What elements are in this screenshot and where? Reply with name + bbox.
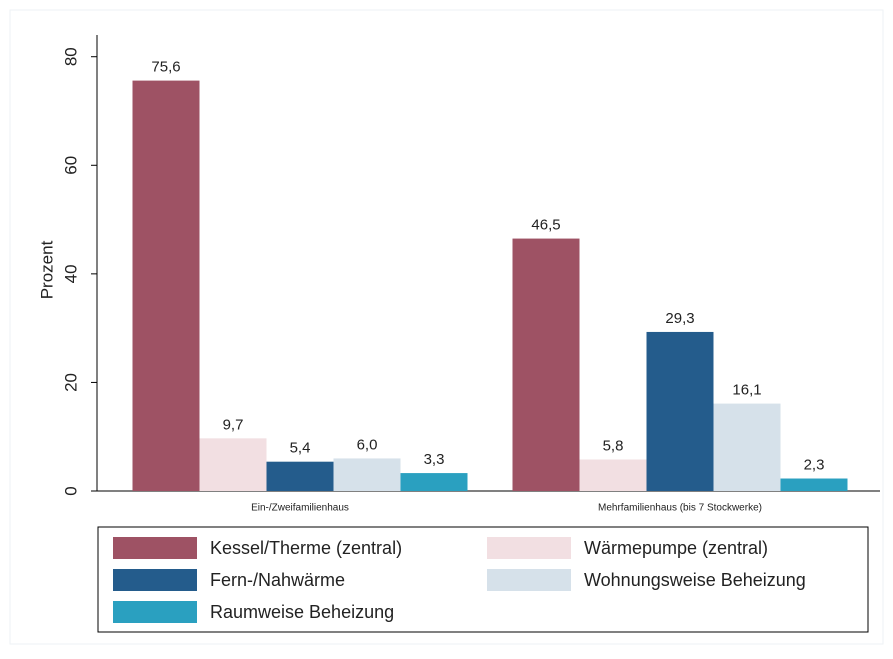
value-label: 2,3 bbox=[804, 456, 825, 473]
bar bbox=[646, 331, 714, 491]
y-tick-label: 60 bbox=[61, 156, 80, 175]
value-label: 5,4 bbox=[290, 440, 311, 457]
y-tick-label: 20 bbox=[61, 373, 80, 392]
y-tick-label: 80 bbox=[61, 47, 80, 66]
legend-swatch bbox=[487, 569, 571, 591]
value-label: 6,0 bbox=[357, 436, 378, 453]
value-label: 3,3 bbox=[424, 451, 445, 468]
legend-swatch bbox=[487, 537, 571, 559]
y-tick-label: 40 bbox=[61, 264, 80, 283]
y-tick-label: 0 bbox=[61, 486, 80, 495]
legend-label: Wärmepumpe (zentral) bbox=[584, 538, 768, 558]
value-label: 16,1 bbox=[732, 382, 761, 399]
bar bbox=[333, 458, 401, 491]
legend-swatch bbox=[113, 537, 197, 559]
legend-swatch bbox=[113, 569, 197, 591]
legend-label: Raumweise Beheizung bbox=[210, 602, 394, 622]
y-axis-label: Prozent bbox=[37, 240, 56, 299]
legend-swatch bbox=[113, 601, 197, 623]
legend-label: Fern-/Nahwärme bbox=[210, 570, 345, 590]
bar bbox=[579, 459, 647, 491]
bar bbox=[780, 478, 848, 491]
legend-label: Kessel/Therme (zentral) bbox=[210, 538, 402, 558]
bar bbox=[512, 238, 580, 491]
x-tick-label: Mehrfamilienhaus (bis 7 Stockwerke) bbox=[598, 503, 762, 514]
value-label: 46,5 bbox=[531, 217, 560, 234]
legend bbox=[97, 526, 869, 633]
bar bbox=[132, 80, 200, 491]
bar bbox=[199, 438, 267, 491]
bar bbox=[713, 403, 781, 491]
value-label: 75,6 bbox=[151, 59, 180, 76]
bar bbox=[266, 461, 334, 491]
value-label: 29,3 bbox=[665, 310, 694, 327]
value-label: 5,8 bbox=[603, 437, 624, 454]
bar bbox=[400, 473, 468, 491]
x-tick-label: Ein-/Zweifamilienhaus bbox=[251, 503, 349, 514]
value-label: 9,7 bbox=[223, 416, 244, 433]
legend-label: Wohnungsweise Beheizung bbox=[584, 570, 806, 590]
